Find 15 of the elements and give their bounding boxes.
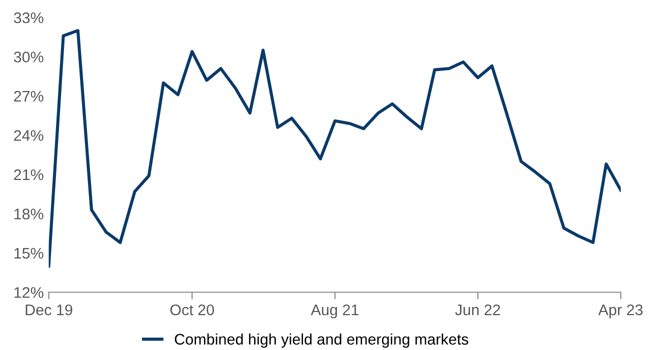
y-tick-label: 12% xyxy=(14,287,44,298)
legend-label: Combined high yield and emerging markets xyxy=(174,333,468,348)
x-tick-label: Apr 23 xyxy=(598,304,643,318)
x-tick-label: Oct 20 xyxy=(170,304,214,316)
y-tick-label: 27% xyxy=(14,90,44,102)
y-tick-label: 15% xyxy=(14,248,44,259)
y-tick-label: 30% xyxy=(14,52,44,62)
x-tick-label: Jun 22 xyxy=(455,304,500,316)
line-series xyxy=(48,29,621,268)
y-tick-label: 21% xyxy=(14,169,44,180)
y-tick-label: 18% xyxy=(14,208,44,220)
x-tick-label: Aug 21 xyxy=(310,304,358,318)
y-tick-label: 33% xyxy=(14,12,44,24)
y-tick-label: 24% xyxy=(14,130,44,141)
x-tick-label: Dec 19 xyxy=(26,304,72,316)
